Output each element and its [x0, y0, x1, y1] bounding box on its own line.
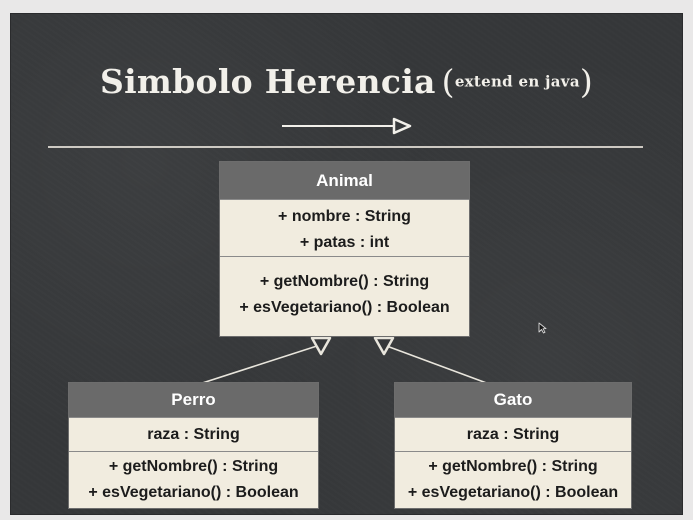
class-animal-methods: + getNombre() : String + esVegetariano()… [220, 256, 469, 336]
class-gato-attributes: raza : String [395, 417, 631, 451]
class-gato-method: + getNombre() : String [428, 458, 598, 475]
class-perro-method: + getNombre() : String [108, 458, 279, 475]
class-gato-methods: + getNombre() : String + esVegetariano()… [395, 451, 631, 508]
class-perro-attribute: raza : String [147, 426, 240, 443]
gato-generalization-triangle [373, 336, 395, 356]
class-animal-method: + getNombre() : String [259, 273, 430, 290]
perro-generalization-triangle [310, 336, 332, 356]
title-paren-close: ) [579, 62, 594, 101]
class-gato: Gato raza : String + getNombre() : Strin… [394, 382, 632, 509]
title-divider [48, 146, 643, 148]
class-animal-attributes: + nombre : String + patas : int [220, 199, 469, 256]
class-gato-method: + esVegetariano() : Boolean [407, 484, 619, 501]
class-animal-attribute: + nombre : String [278, 208, 411, 225]
generalization-arrow-icon [282, 117, 412, 135]
class-perro-methods: + getNombre() : String + esVegetariano()… [69, 451, 318, 508]
class-perro-name: Perro [69, 383, 318, 417]
class-perro-method: + esVegetariano() : Boolean [88, 484, 299, 501]
class-animal-attribute: + patas : int [299, 234, 390, 251]
title-main: Simbolo Herencia [99, 62, 436, 101]
mouse-pointer-icon [538, 322, 547, 334]
title-paren-open: ( [441, 62, 455, 101]
gato-inherits-animal-connector [373, 336, 501, 389]
class-perro-attributes: raza : String [69, 417, 318, 451]
class-gato-name: Gato [395, 383, 631, 417]
slide-title: Simbolo Herencia (extend en java) [0, 62, 693, 101]
class-perro: Perro raza : String + getNombre() : Stri… [68, 382, 319, 509]
perro-inherits-animal-connector [189, 336, 332, 388]
class-animal: Animal + nombre : String + patas : int +… [219, 161, 470, 337]
title-note: extend en java [454, 72, 580, 91]
class-animal-name: Animal [220, 162, 469, 199]
class-animal-method: + esVegetariano() : Boolean [239, 299, 450, 316]
class-gato-attribute: raza : String [466, 426, 560, 443]
